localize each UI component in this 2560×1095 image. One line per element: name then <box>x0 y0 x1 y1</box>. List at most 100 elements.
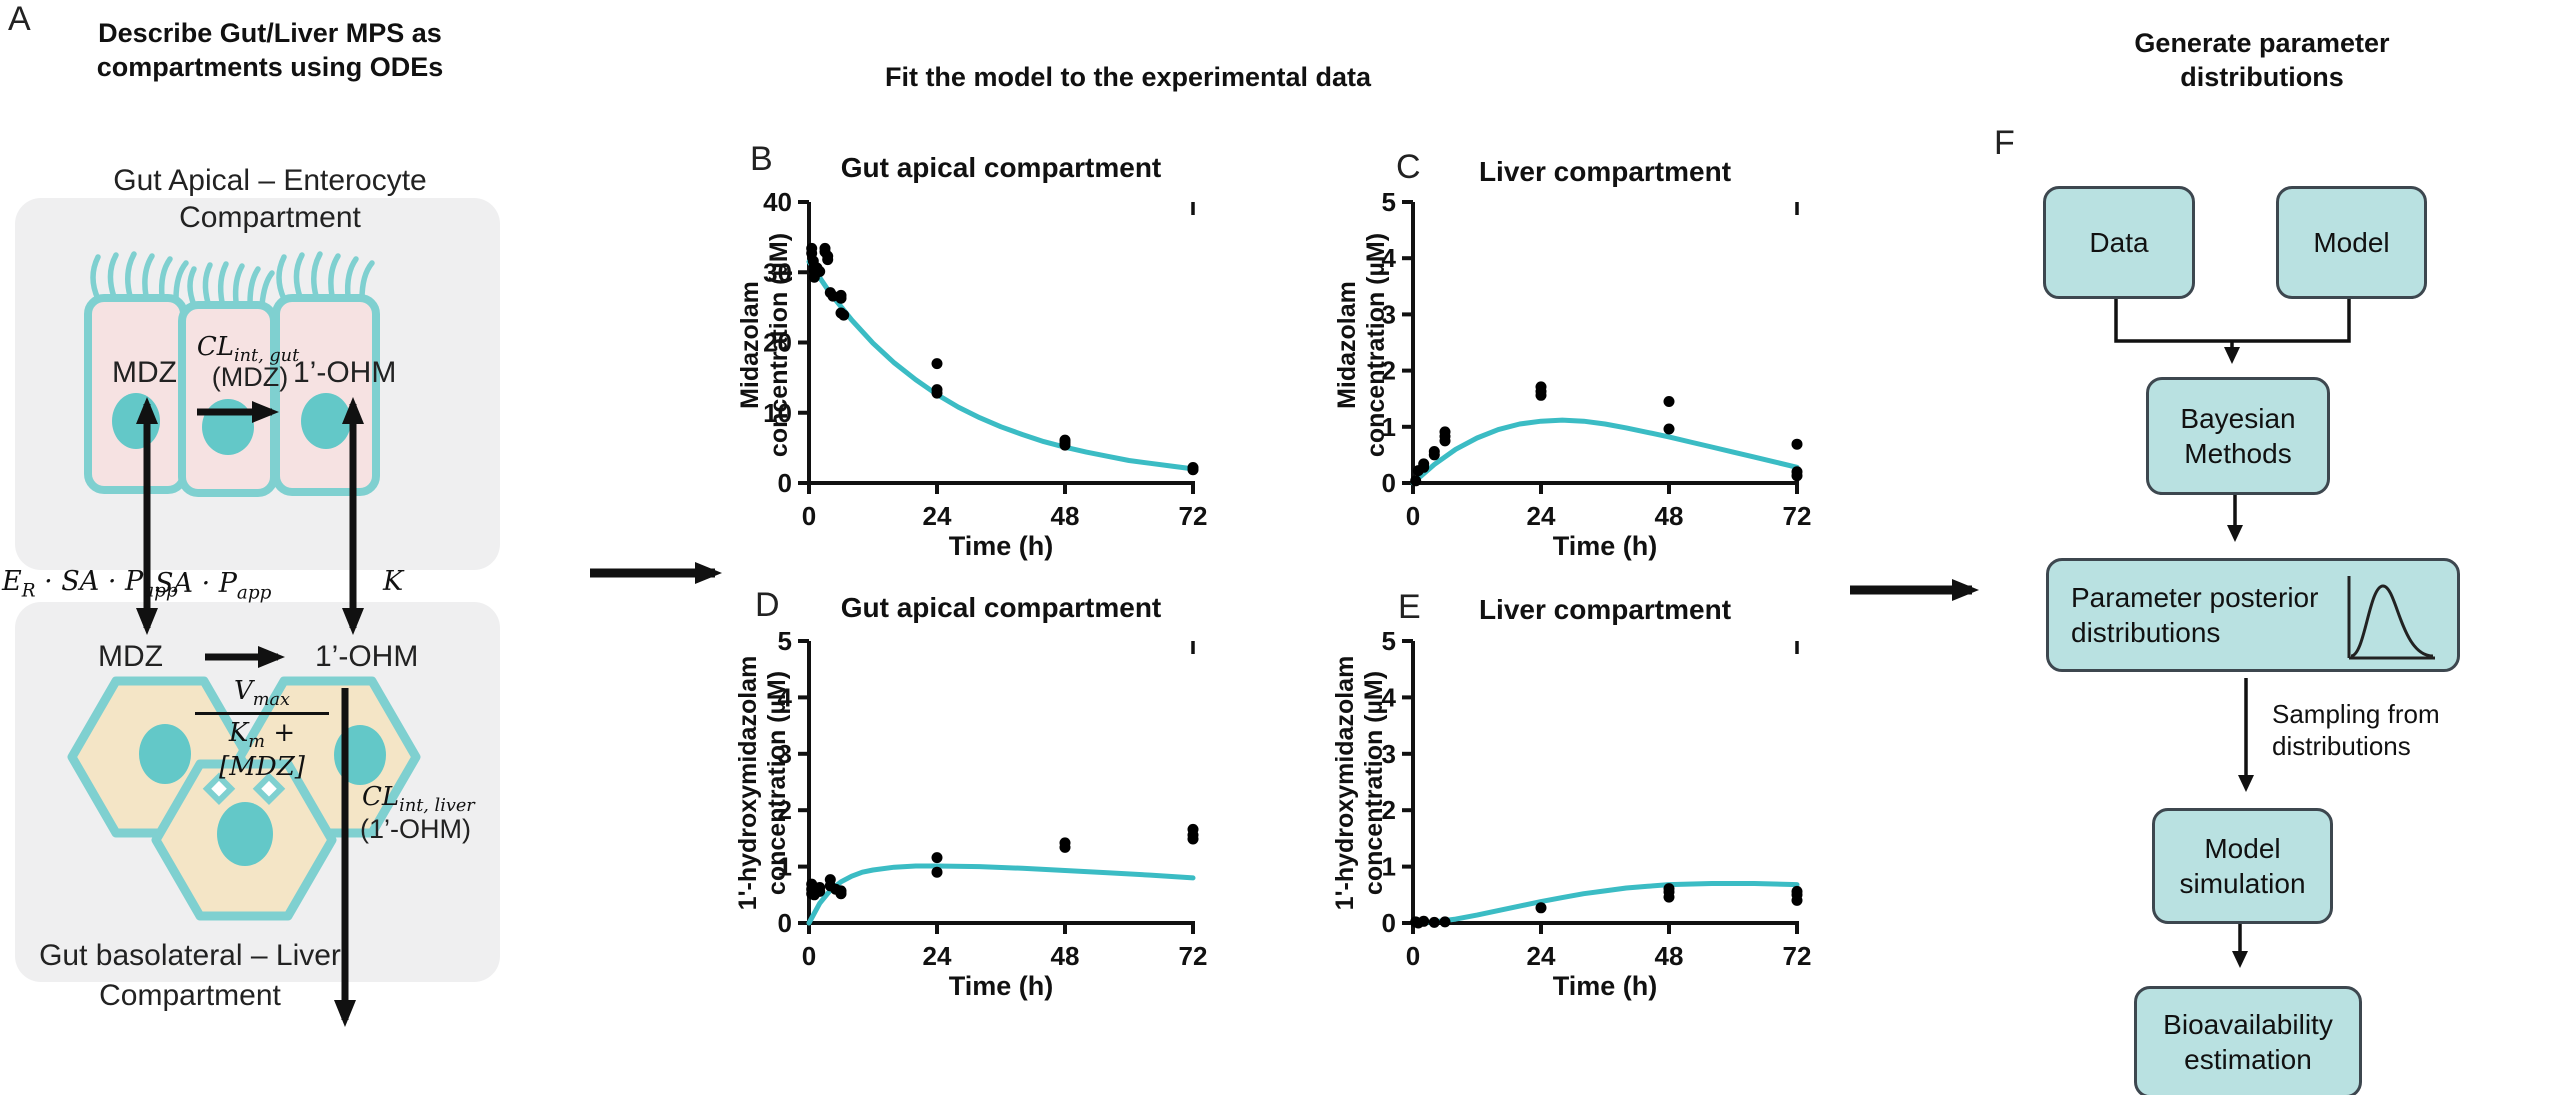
panel-b-ylabel-line1: Midazolam <box>736 281 764 409</box>
panel-c-title: Liver compartment <box>1478 156 1732 187</box>
model-box: Model <box>2276 186 2427 299</box>
panel-a-title-line2: compartments using ODEs <box>96 52 444 82</box>
x-tick-label: 72 <box>1783 941 1812 971</box>
panel-e-ylabel: 1'-hydroxymidazolam concentration (µM) <box>1331 613 1389 953</box>
data-point <box>835 888 847 900</box>
panel-a-title-line1: Describe Gut/Liver MPS as <box>98 18 442 48</box>
data-point <box>1439 916 1451 928</box>
data-point <box>1439 426 1451 438</box>
mm-numerator: Vmax <box>195 676 329 716</box>
data-point <box>1535 381 1547 393</box>
y-tick-label: 5 <box>1382 187 1396 217</box>
model-simulation-label: Model simulation <box>2179 831 2305 901</box>
model-fit-curve <box>1410 417 1800 486</box>
data-point <box>1663 423 1675 435</box>
panel-c-label: C <box>1396 148 1421 186</box>
data-point <box>1418 915 1430 927</box>
y-tick-label: 20 <box>763 328 792 358</box>
chart-E-canvas: 0 1 2 3 4 5 0 24 48 72 <box>1382 626 1812 971</box>
sampling-note-line2: distributions <box>2272 731 2411 761</box>
panel-d-ylabel: 1'-hydroxymidazolam concentration (µM) <box>734 613 792 953</box>
posterior-distributions-box: Parameter posterior distributions <box>2046 558 2460 672</box>
flux-label-sa-papp: SA · Papp <box>155 568 271 603</box>
data-point <box>1428 446 1440 457</box>
distribution-curve-icon <box>2347 576 2435 660</box>
y-tick-label: 30 <box>763 257 792 287</box>
x-tick-label: 24 <box>1527 501 1556 531</box>
data-point <box>822 254 834 266</box>
gut-basolateral-name-line1: Gut basolateral – Liver <box>39 939 341 972</box>
data-box: Data <box>2043 186 2195 299</box>
flux-left-rest: · SA · P <box>35 566 144 597</box>
y-tick-label: 2 <box>778 795 792 825</box>
panel-b-ylabel: Midazolam concentration (µM) <box>736 175 794 515</box>
panel-e-xlabel: Time (h) <box>1552 971 1658 1001</box>
bioavailability-label: Bioavailability estimation <box>2163 1007 2333 1077</box>
panel-c-ylabel-line2: concentration (µM) <box>1362 232 1390 458</box>
data-point <box>814 885 826 897</box>
mdz-top-label: MDZ <box>112 356 177 389</box>
data-point <box>835 292 847 304</box>
mm-denominator: Km + [MDZ] <box>195 715 329 782</box>
gut-apical-compartment-name: Gut Apical – Enterocyte Compartment <box>40 162 500 236</box>
data-point <box>1187 833 1199 845</box>
y-tick-label: 1 <box>1382 412 1396 442</box>
x-tick-label: 72 <box>1179 501 1208 531</box>
x-tick-label: 0 <box>802 501 816 531</box>
y-tick-label: 5 <box>778 626 792 656</box>
mm-km-base: K <box>228 718 249 749</box>
bile-canaliculi-icon <box>202 772 286 805</box>
y-tick-label: 0 <box>778 468 792 498</box>
x-tick-label: 24 <box>1527 941 1556 971</box>
data-point <box>1663 396 1675 407</box>
panel-b-xlabel: Time (h) <box>948 531 1054 561</box>
model-box-label: Model <box>2313 227 2390 258</box>
michaelis-menten-fraction: Vmax Km + [MDZ] <box>195 676 329 782</box>
y-tick-label: 2 <box>1382 795 1396 825</box>
cl-int-liver-base: CL <box>362 782 400 812</box>
chart-gut-apical-midazolam: 0 10 20 30 40 0 24 48 72 <box>700 140 1260 610</box>
data-point <box>1663 891 1675 903</box>
chart-B-canvas: 0 10 20 30 40 0 24 48 72 <box>763 187 1208 531</box>
data-point <box>1791 438 1803 450</box>
bayesian-line2: Methods <box>2184 438 2292 469</box>
cl-int-gut-label: CLint, gut <box>196 332 300 366</box>
posterior-distributions-label: Parameter posterior distributions <box>2071 580 2318 650</box>
x-tick-label: 0 <box>1406 501 1420 531</box>
data-point <box>814 266 826 277</box>
y-tick-label: 4 <box>778 682 793 712</box>
x-tick-label: 48 <box>1051 941 1080 971</box>
chart-liver-ohm: 0 1 2 3 4 5 0 24 48 72 <box>1300 580 1860 1050</box>
mm-vmax-sub: max <box>252 690 291 711</box>
mdz-bottom-label: MDZ <box>98 640 163 673</box>
model-fit-curve <box>1410 881 1800 926</box>
panel-a-label: A <box>8 0 31 38</box>
chart-liver-midazolam: 0 1 2 3 4 5 0 24 48 72 <box>1300 140 1860 610</box>
hepatocyte-nuclei <box>139 724 386 866</box>
y-tick-label: 40 <box>763 187 792 217</box>
cilia-icon <box>90 251 375 308</box>
model-fit-curve <box>806 259 1196 472</box>
flux-mid-rest-sub: app <box>236 582 272 604</box>
middle-section-title: Fit the model to the experimental data <box>884 62 1372 92</box>
bayesian-methods-label: Bayesian Methods <box>2180 401 2295 471</box>
sampling-note-line1: Sampling from <box>2272 699 2440 729</box>
panel-a-title: Describe Gut/Liver MPS as compartments u… <box>60 16 480 84</box>
data-point <box>931 387 943 399</box>
y-tick-label: 4 <box>1382 682 1397 712</box>
y-tick-label: 0 <box>1382 468 1396 498</box>
y-tick-label: 10 <box>763 398 792 428</box>
x-tick-label: 0 <box>802 941 816 971</box>
posterior-line1: Parameter posterior <box>2071 582 2319 613</box>
panel-b-title: Gut apical compartment <box>840 152 1162 183</box>
panel-f-title-line1: Generate parameter <box>2134 28 2390 58</box>
y-tick-label: 1 <box>1382 852 1396 882</box>
flux-label-er-sa-papp: ER · SA · Papp <box>2 566 178 601</box>
x-tick-label: 72 <box>1783 501 1812 531</box>
panel-d-ylabel-line2: concentration (µM) <box>763 670 791 896</box>
chart-D-canvas: 0 1 2 3 4 5 0 24 48 72 <box>778 626 1208 971</box>
x-tick-label: 48 <box>1655 501 1684 531</box>
gut-apical-name-line2: Compartment <box>179 201 361 234</box>
cl-int-gut-sub: int, gut <box>234 346 300 367</box>
gut-basolateral-compartment-name: Gut basolateral – Liver Compartment <box>5 936 375 1016</box>
